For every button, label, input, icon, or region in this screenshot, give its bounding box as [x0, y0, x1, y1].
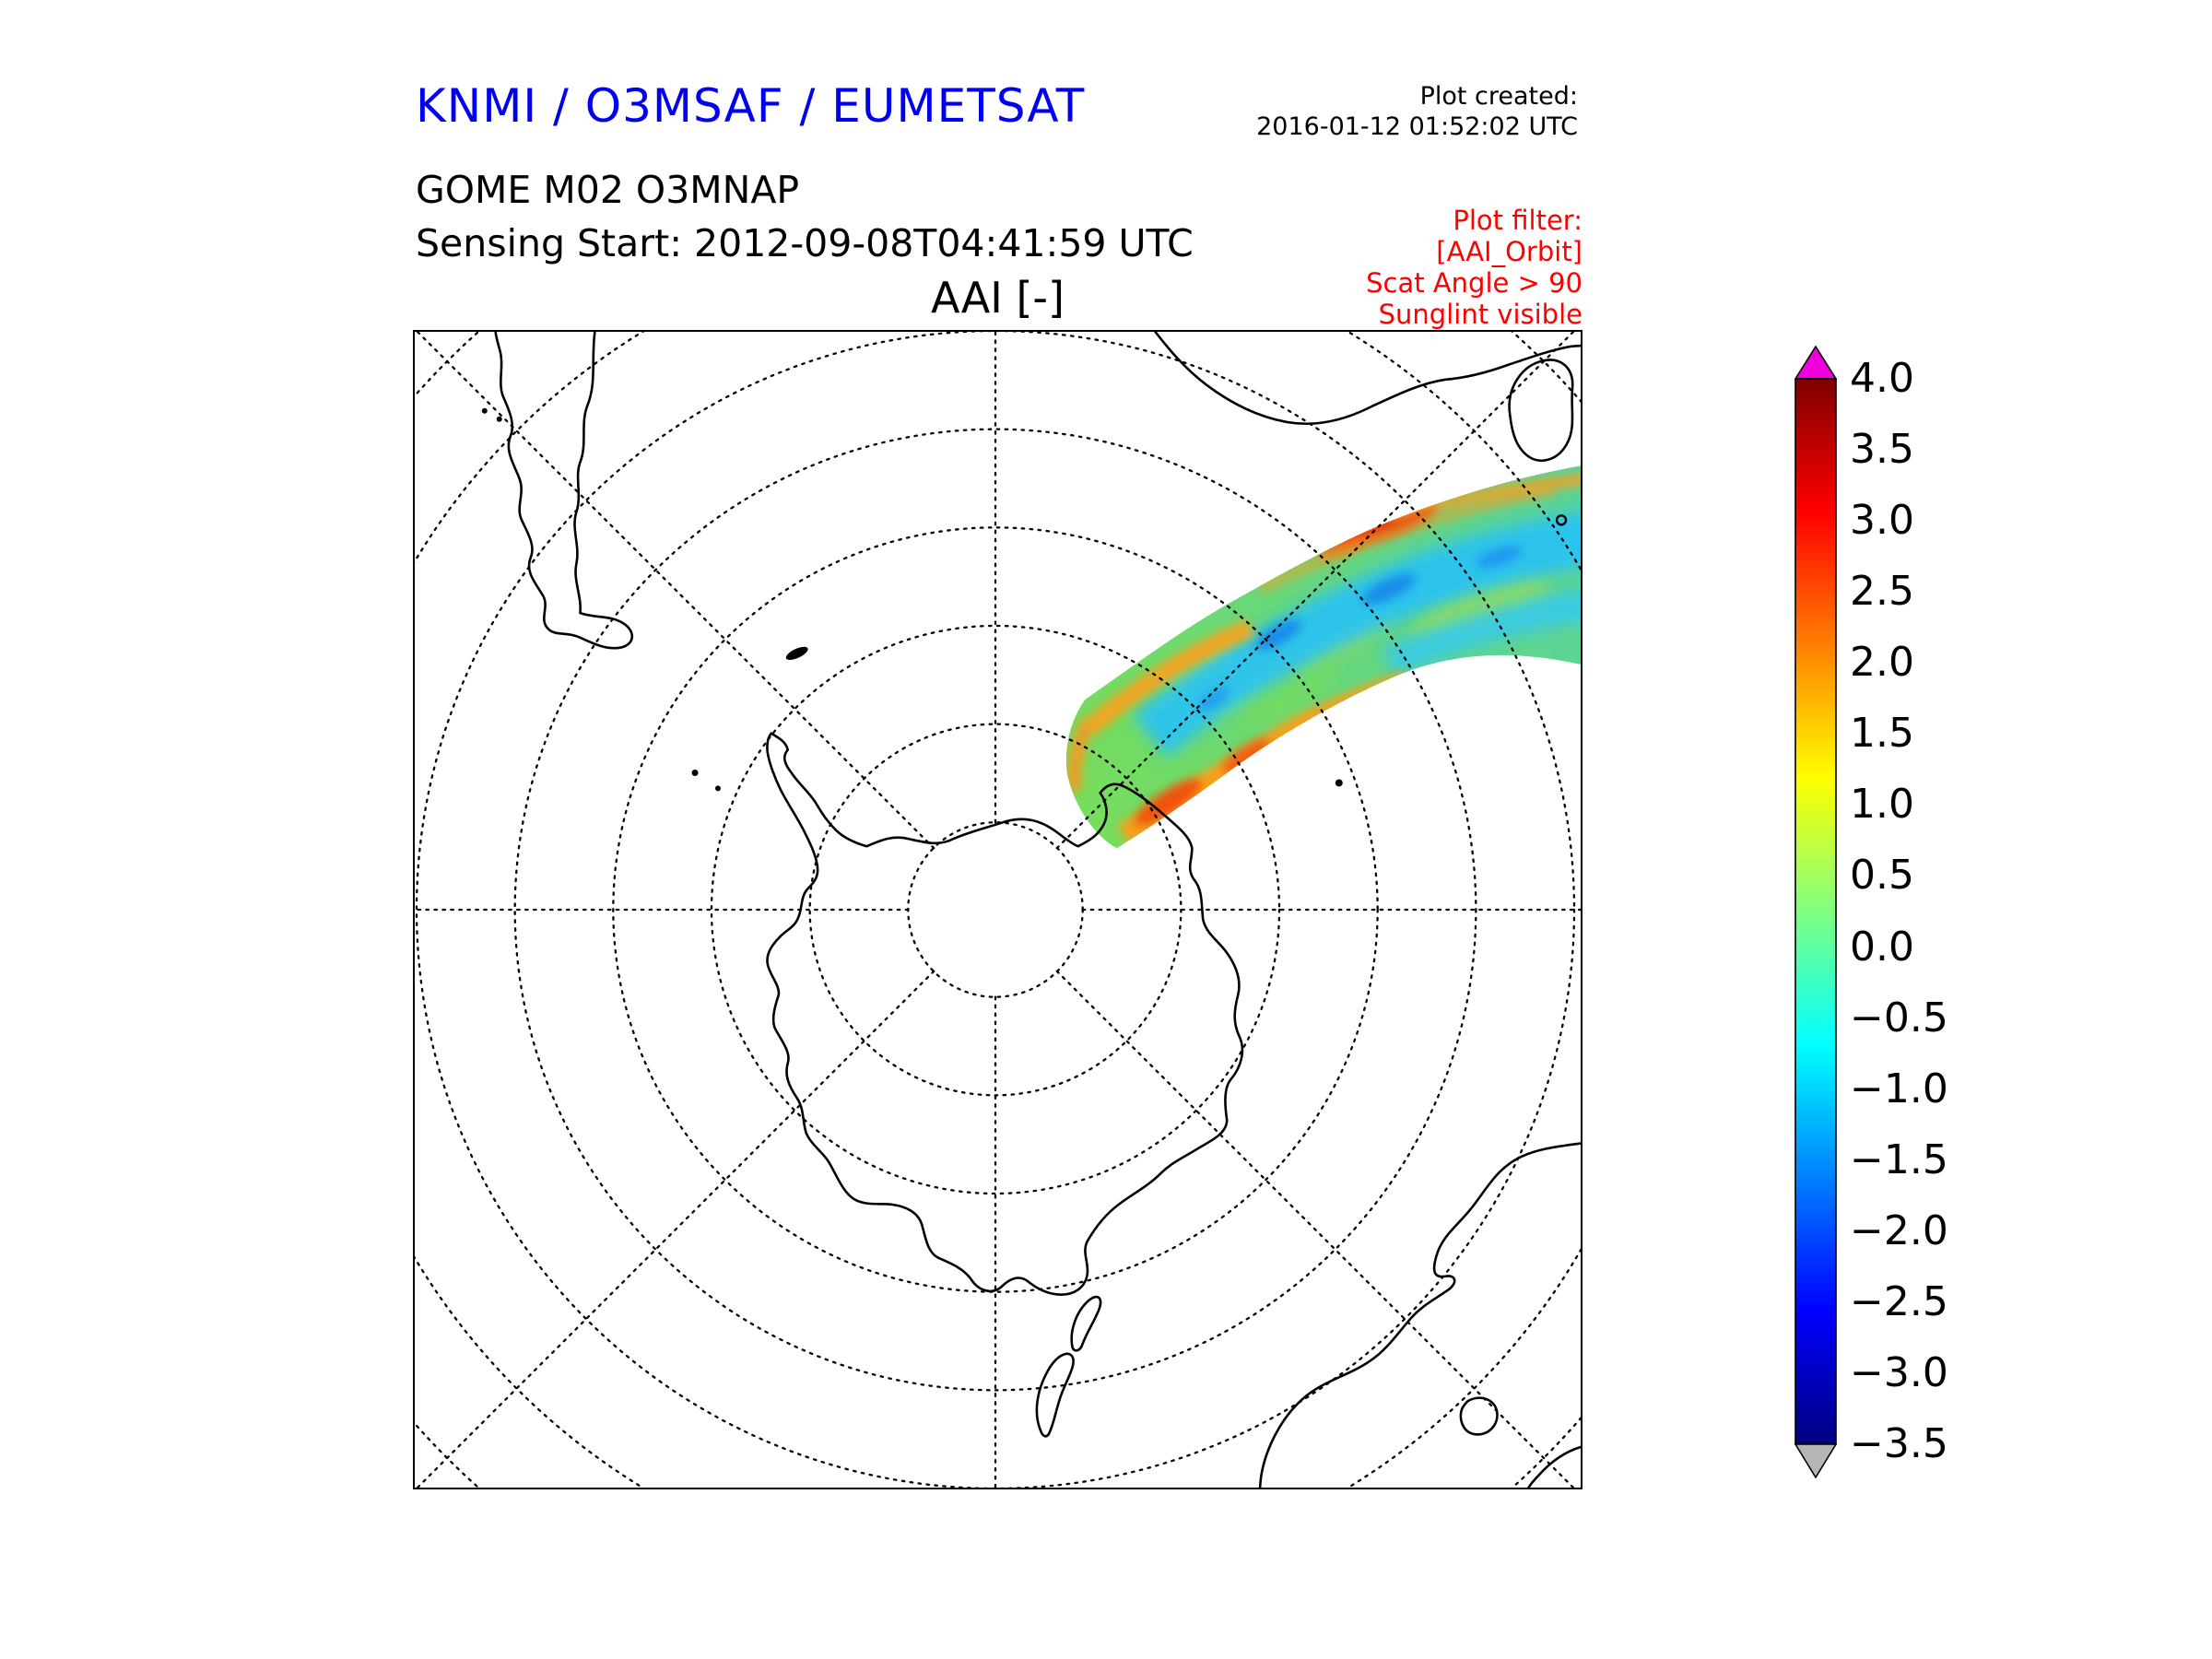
plot-filter-line: [AAI_Orbit]: [1436, 236, 1583, 267]
colorbar-tick-labels: 4.0 3.5 3.0 2.5 2.0 1.5 1.0 0.5 0.0 −0.5 −1.0 −1.5 −…: [1850, 357, 1997, 1466]
small-island: [691, 769, 699, 776]
colorbar-tick-label: 0.5: [1850, 852, 1914, 900]
colorbar-tick-label: −3.0: [1850, 1348, 1948, 1396]
colorbar-under-arrow: [1794, 1443, 1837, 1479]
small-island: [1335, 779, 1343, 787]
south-georgia-island: [785, 646, 808, 660]
plot-filter-block: Plot filter: [AAI_Orbit] Scat Angle > 90…: [1366, 205, 1583, 330]
sensing-start: Sensing Start: 2012-09-08T04:41:59 UTC: [416, 221, 1194, 265]
coastlines: [481, 332, 1581, 1488]
tasmania-coastline: [1459, 1396, 1499, 1436]
australia-coastline: [1258, 1142, 1581, 1488]
colorbar-tick-label: −3.5: [1850, 1419, 1948, 1467]
map-svg: [415, 332, 1581, 1488]
product-name: GOME M02 O3MNAP: [416, 168, 800, 212]
colorbar-tick-label: 0.0: [1850, 923, 1914, 971]
antarctica-coastline: [766, 732, 1244, 1296]
colorbar-tick-label: 1.5: [1850, 710, 1914, 758]
colorbar-tick-label: 4.0: [1850, 355, 1914, 402]
colorbar-over-arrow: [1794, 346, 1837, 380]
plot-filter-line: Plot filter:: [1453, 205, 1583, 236]
colorbar-tick-label: −2.0: [1850, 1206, 1948, 1254]
colorbar-tick-label: −0.5: [1850, 994, 1948, 1041]
plot-created-block: Plot created: 2016-01-12 01:52:02 UTC: [1256, 81, 1578, 142]
graticule: [415, 332, 1581, 1488]
colorbar-tick-label: −2.5: [1850, 1277, 1948, 1325]
brand-title: KNMI / O3MSAF / EUMETSAT: [416, 79, 1086, 133]
colorbar-tick-label: 1.0: [1850, 781, 1914, 829]
small-island: [481, 407, 488, 414]
new-zealand-south-island: [1035, 1352, 1075, 1438]
small-island: [1555, 514, 1568, 526]
africa-coastline: [1154, 332, 1581, 425]
madagascar-coastline: [1508, 359, 1574, 463]
colorbar: [1794, 346, 1837, 1479]
australia-corner-coastline: [1526, 1445, 1581, 1488]
colorbar-tick-label: −1.5: [1850, 1135, 1948, 1183]
colorbar-tick-label: 2.5: [1850, 568, 1914, 616]
aai-swath: [1065, 465, 1581, 849]
south-america-coastline: [494, 332, 634, 650]
colorbar-gradient: [1794, 378, 1837, 1445]
map-panel: [413, 330, 1583, 1489]
colorbar-tick-label: 3.5: [1850, 426, 1914, 474]
plot-created-label: Plot created:: [1419, 82, 1578, 111]
colorbar-tick-label: −1.0: [1850, 1065, 1948, 1112]
colorbar-tick-label: 3.0: [1850, 497, 1914, 545]
plot-filter-line: Scat Angle > 90: [1366, 267, 1583, 299]
colorbar-tick-label: 2.0: [1850, 639, 1914, 687]
small-island: [496, 416, 502, 422]
plot-created-value: 2016-01-12 01:52:02 UTC: [1256, 112, 1578, 141]
small-island: [714, 785, 721, 792]
plot-filter-line: Sunglint visible: [1378, 299, 1583, 330]
new-zealand-north-island: [1070, 1295, 1102, 1352]
chart-title: AAI [-]: [931, 273, 1065, 323]
